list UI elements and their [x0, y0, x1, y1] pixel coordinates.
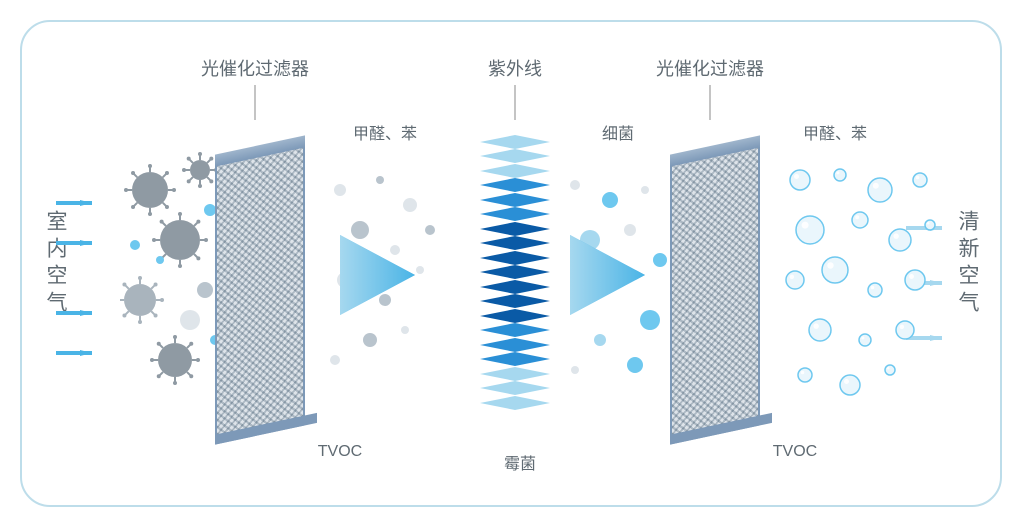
dirty-particles — [120, 150, 230, 410]
input-arrow-icon — [80, 200, 92, 206]
particle-icon — [571, 366, 579, 374]
bubble-icon — [885, 365, 895, 375]
bubble-icon — [790, 170, 810, 190]
bubble-icon — [859, 334, 871, 346]
clean-bubbles — [780, 160, 940, 400]
filter1-top-label: 光催化过滤器 — [201, 55, 309, 81]
uv-leader — [515, 85, 516, 120]
particle-icon — [401, 326, 409, 334]
bubble-icon — [786, 271, 804, 289]
filter1-leader — [255, 85, 256, 120]
particle-icon — [363, 333, 377, 347]
uv-top-label: 紫外线 — [488, 55, 542, 81]
uv-ray-row — [480, 193, 550, 207]
mold-label: 霉菌 — [504, 450, 536, 474]
photocatalytic-filter-2 — [670, 145, 760, 444]
bubble-icon — [796, 216, 824, 244]
particle-icon — [425, 225, 435, 235]
input-arrow-icon — [80, 240, 92, 246]
uv-ray-row — [480, 265, 550, 279]
particle-icon — [641, 186, 649, 194]
flow-arrow-2 — [570, 235, 645, 315]
particle-icon — [570, 180, 580, 190]
input-arrow-icon — [80, 350, 92, 356]
filter2-top-label: 光催化过滤器 — [656, 55, 764, 81]
particle-icon — [594, 334, 606, 346]
particle-icon — [653, 253, 667, 267]
particle-icon — [130, 240, 140, 250]
uv-light-icon — [480, 135, 550, 410]
uv-ray-row — [480, 352, 550, 366]
bubble-icon — [905, 270, 925, 290]
tvoc1-label: TVOC — [318, 443, 362, 461]
virus-icon — [124, 164, 176, 216]
filter2-leader — [710, 85, 711, 120]
uv-ray-row — [480, 236, 550, 250]
bubble-icon — [840, 375, 860, 395]
uv-ray-row — [480, 135, 550, 149]
photocatalytic-filter-1 — [215, 145, 305, 444]
uv-ray-row — [480, 280, 550, 294]
bubble-icon — [896, 321, 914, 339]
uv-ray-row — [480, 207, 550, 221]
bubble-icon — [798, 368, 812, 382]
input-arrow-icon — [80, 310, 92, 316]
uv-ray-row — [480, 381, 550, 395]
zone3-compounds-label: 甲醛、苯 — [803, 120, 867, 144]
bubble-icon — [889, 229, 911, 251]
zone1-compounds-label: 甲醛、苯 — [353, 120, 417, 144]
uv-ray-row — [480, 178, 550, 192]
bubble-icon — [809, 319, 831, 341]
particle-icon — [376, 176, 384, 184]
uv-ray-row — [480, 164, 550, 178]
particle-icon — [156, 256, 164, 264]
uv-ray-row — [480, 338, 550, 352]
particle-icon — [416, 266, 424, 274]
input-air-label: 室内空气 — [40, 210, 70, 318]
uv-ray-row — [480, 323, 550, 337]
virus-icon — [182, 152, 218, 188]
zone2-compounds-label: 细菌 — [602, 120, 634, 144]
uv-ray-row — [480, 149, 550, 163]
flow-arrow-1 — [340, 235, 415, 315]
virus-icon — [150, 335, 200, 385]
virus-icon — [120, 276, 164, 324]
uv-ray-row — [480, 367, 550, 381]
uv-ray-row — [480, 294, 550, 308]
particle-icon — [330, 355, 340, 365]
bubble-icon — [925, 220, 935, 230]
particle-icon — [627, 357, 643, 373]
uv-ray-row — [480, 309, 550, 323]
uv-ray-row — [480, 251, 550, 265]
particle-icon — [197, 282, 213, 298]
uv-ray-row — [480, 222, 550, 236]
bubble-icon — [822, 257, 848, 283]
tvoc2-label: TVOC — [773, 443, 817, 461]
uv-ray-row — [480, 396, 550, 410]
particle-icon — [403, 198, 417, 212]
particle-icon — [180, 310, 200, 330]
particle-icon — [334, 184, 346, 196]
bubble-icon — [852, 212, 868, 228]
bubble-icon — [834, 169, 846, 181]
bubble-icon — [868, 178, 892, 202]
bubble-icon — [913, 173, 927, 187]
bubble-icon — [868, 283, 882, 297]
output-air-label: 清新空气 — [952, 210, 982, 318]
particle-icon — [602, 192, 618, 208]
